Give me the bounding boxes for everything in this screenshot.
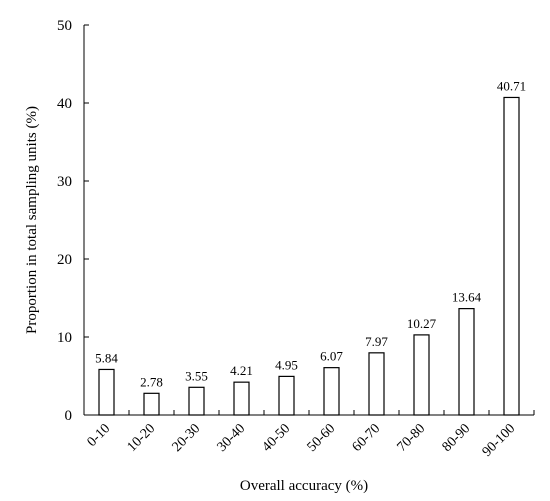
x-tick-label: 40-50 [260,421,294,455]
x-tick-label: 70-80 [395,421,429,455]
bar [188,386,205,416]
y-ticks: 0 10 20 30 40 50 [57,18,89,424]
y-tick-label: 10 [57,330,72,346]
bars: 5.84 2.78 3.55 4.21 4.95 6.07 7.97 10.27 13.64 40… [95,78,526,416]
bar [143,392,160,416]
x-tick-label: 50-60 [305,421,339,455]
data-label: 7.97 [365,334,388,349]
x-tick-label: 20-30 [170,421,204,455]
data-label: 4.95 [275,357,298,372]
bar [98,368,115,416]
data-label: 4.21 [230,363,253,378]
x-tick-label: 0-10 [85,421,114,450]
bar [503,96,520,416]
y-tick-label: 20 [57,252,72,268]
data-label: 13.64 [452,290,482,305]
y-tick-label: 40 [57,96,72,112]
data-label: 3.55 [185,368,208,383]
y-axis-title: Proportion in total sampling units (%) [24,106,40,334]
data-label: 40.71 [497,78,526,93]
x-tick-label: 10-20 [125,421,159,455]
bar [458,308,475,416]
data-label: 6.07 [320,349,343,364]
x-axis-title: Overall accuracy (%) [240,478,368,494]
data-label: 2.78 [140,374,163,389]
y-tick-label: 30 [57,174,72,190]
y-tick-label: 50 [57,18,72,34]
bar [233,381,250,416]
x-ticks: 0-10 10-20 20-30 30-40 40-50 50-60 60-70 70-80 8… [85,410,535,460]
x-tick-label: 80-90 [440,421,474,455]
x-tick-label: 90-100 [480,421,519,460]
data-label: 10.27 [407,316,437,331]
bar [323,367,340,416]
bar [278,375,295,416]
bar [413,334,430,416]
bar [368,352,385,416]
x-tick-label: 60-70 [350,421,384,455]
y-tick-label: 0 [65,408,73,424]
x-tick-label: 30-40 [215,421,249,455]
data-label: 5.84 [95,350,118,365]
